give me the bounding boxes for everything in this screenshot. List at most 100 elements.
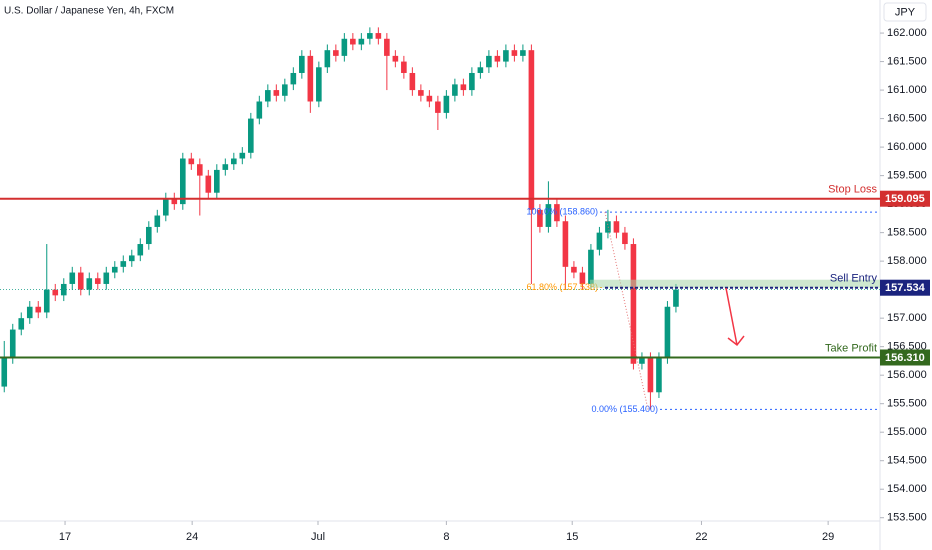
candle-body: [282, 84, 288, 96]
candle-body: [128, 255, 135, 262]
candle-body: [222, 164, 229, 170]
fib-label: 0.00% (155.400): [591, 404, 658, 414]
candle-body: [545, 204, 552, 227]
x-tick-label: 29: [822, 531, 834, 543]
candle-body: [358, 38, 365, 45]
candle-body: [477, 67, 484, 73]
candle-body: [452, 84, 458, 96]
candle-body: [179, 158, 186, 205]
level-name: Take Profit: [825, 342, 877, 354]
x-tick-label: 22: [695, 531, 707, 543]
x-tick-label: 17: [59, 531, 71, 543]
chart-title: U.S. Dollar / Japanese Yen, 4h, FXCM: [4, 6, 174, 17]
candle-body: [469, 72, 475, 91]
candle-body: [86, 278, 93, 290]
y-tick-label: 153.500: [887, 512, 927, 524]
candle-body: [154, 215, 161, 227]
candle-body: [145, 226, 152, 245]
candle-body: [537, 209, 543, 227]
candle-body: [137, 244, 144, 256]
candle-body: [562, 221, 569, 267]
candle-body: [613, 221, 620, 233]
candle-body: [622, 232, 628, 245]
candle-body: [401, 61, 407, 73]
candle-body: [656, 358, 662, 393]
y-tick-label: 154.000: [887, 483, 927, 495]
candle-body: [18, 318, 25, 330]
candle-body: [647, 358, 654, 393]
currency-box[interactable]: [883, 2, 927, 22]
entry-zone: [590, 279, 880, 288]
candle-body: [35, 306, 42, 313]
candle-body: [664, 306, 671, 359]
candle-body: [26, 306, 33, 319]
candle-body: [596, 232, 603, 250]
y-tick-label: 157.000: [887, 312, 927, 324]
candle-body: [367, 33, 373, 39]
fib-trend: [604, 211, 649, 410]
candle-body: [77, 272, 84, 290]
y-tick-label: 159.500: [887, 170, 927, 182]
price-tag-label: 157.534: [885, 282, 926, 294]
arrow: [725, 287, 745, 347]
candle-body: [350, 38, 356, 45]
candle-body: [9, 329, 16, 359]
candle-body: [426, 95, 433, 102]
level-name: Stop Loss: [828, 184, 877, 196]
y-tick-label: 161.500: [887, 55, 927, 67]
y-tick-label: 155.500: [887, 398, 927, 410]
y-tick-label: 162.000: [887, 27, 927, 39]
price-tag: [880, 349, 930, 366]
candle-body: [162, 198, 169, 216]
candle-body: [588, 249, 594, 284]
candle-body: [120, 261, 127, 267]
candle-body: [460, 84, 467, 91]
y-tick-label: 156.000: [887, 369, 927, 381]
x-tick-label: 8: [443, 531, 449, 543]
candle-body: [384, 38, 390, 56]
candle-body: [197, 164, 203, 176]
candle-body: [409, 72, 416, 91]
candle-body: [375, 33, 382, 39]
level-name: Sell Entry: [830, 273, 878, 285]
candle-body: [1, 358, 8, 387]
candle-body: [418, 90, 424, 96]
candle-body: [486, 55, 492, 68]
candle-body: [324, 50, 331, 68]
candle-body: [307, 55, 314, 102]
candle-body: [520, 50, 526, 56]
y-tick-label: 161.000: [887, 84, 927, 96]
x-tick-label: Jul: [311, 531, 325, 543]
candle-body: [392, 55, 399, 62]
candle-body: [554, 204, 560, 222]
candle-body: [273, 90, 280, 96]
candle-body: [435, 101, 441, 113]
candle-body: [256, 101, 263, 119]
y-tick-label: 154.500: [887, 455, 927, 467]
y-tick-label: 158.000: [887, 255, 927, 267]
fib-label: 61.80% (157.538): [526, 282, 598, 292]
candle-body: [579, 272, 586, 284]
candle-body: [248, 118, 254, 153]
x-tick-label: 15: [566, 531, 578, 543]
currency-label[interactable]: JPY: [895, 6, 916, 18]
candle-body: [214, 169, 220, 193]
candle-body: [673, 289, 679, 307]
candle-body: [43, 289, 50, 313]
candle-body: [494, 55, 501, 62]
candle-body: [188, 158, 195, 165]
candle-body: [511, 50, 518, 56]
price-tag-label: 159.095: [885, 193, 925, 205]
candle-body: [316, 67, 322, 102]
price-tag-label: 156.310: [885, 352, 925, 364]
candle-body: [111, 266, 118, 273]
candle-body: [503, 50, 509, 62]
candle-body: [69, 272, 76, 284]
candle-body: [265, 90, 271, 102]
y-tick-label: 160.500: [887, 113, 927, 125]
candle-body: [639, 358, 645, 364]
candle-body: [94, 278, 101, 284]
price-tag: [880, 190, 930, 207]
